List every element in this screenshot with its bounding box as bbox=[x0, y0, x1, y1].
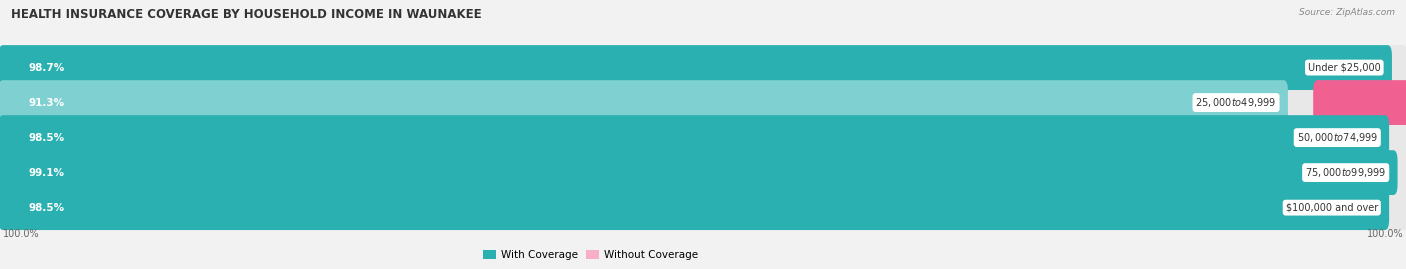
Text: 100.0%: 100.0% bbox=[1367, 229, 1403, 239]
Text: $25,000 to $49,999: $25,000 to $49,999 bbox=[1195, 96, 1277, 109]
Text: 99.1%: 99.1% bbox=[28, 168, 65, 178]
Text: 100.0%: 100.0% bbox=[3, 229, 39, 239]
Text: 98.5%: 98.5% bbox=[28, 133, 65, 143]
FancyBboxPatch shape bbox=[0, 185, 1406, 230]
Text: 98.7%: 98.7% bbox=[28, 63, 65, 73]
FancyBboxPatch shape bbox=[0, 115, 1389, 160]
FancyBboxPatch shape bbox=[0, 45, 1392, 90]
FancyBboxPatch shape bbox=[0, 150, 1406, 195]
FancyBboxPatch shape bbox=[0, 80, 1288, 125]
Text: $75,000 to $99,999: $75,000 to $99,999 bbox=[1305, 166, 1386, 179]
Text: HEALTH INSURANCE COVERAGE BY HOUSEHOLD INCOME IN WAUNAKEE: HEALTH INSURANCE COVERAGE BY HOUSEHOLD I… bbox=[11, 8, 482, 21]
FancyBboxPatch shape bbox=[0, 185, 1389, 230]
FancyBboxPatch shape bbox=[0, 150, 1398, 195]
Legend: With Coverage, Without Coverage: With Coverage, Without Coverage bbox=[479, 246, 702, 264]
FancyBboxPatch shape bbox=[0, 80, 1406, 125]
Text: Source: ZipAtlas.com: Source: ZipAtlas.com bbox=[1299, 8, 1395, 17]
Text: Under $25,000: Under $25,000 bbox=[1308, 63, 1381, 73]
FancyBboxPatch shape bbox=[1313, 80, 1406, 125]
FancyBboxPatch shape bbox=[0, 45, 1406, 90]
FancyBboxPatch shape bbox=[0, 115, 1406, 160]
Text: $100,000 and over: $100,000 and over bbox=[1285, 203, 1378, 213]
Text: $50,000 to $74,999: $50,000 to $74,999 bbox=[1296, 131, 1378, 144]
Text: 98.5%: 98.5% bbox=[28, 203, 65, 213]
Text: 91.3%: 91.3% bbox=[28, 98, 65, 108]
